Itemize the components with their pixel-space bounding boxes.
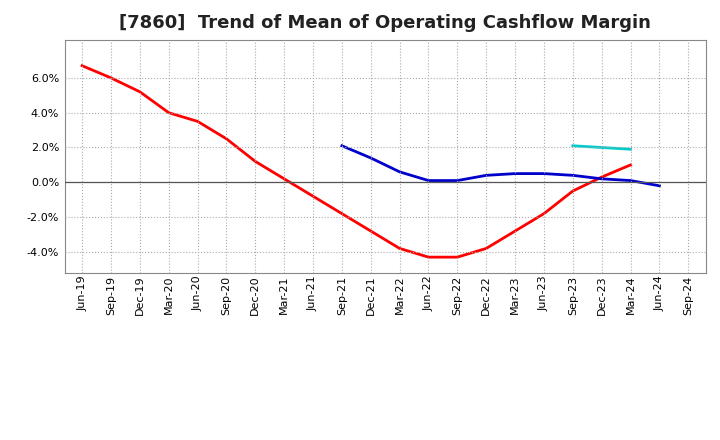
3 Years (539, 211, 548, 216)
5 Years (338, 143, 346, 148)
7 Years (626, 147, 635, 152)
Line: 7 Years: 7 Years (573, 146, 631, 149)
3 Years (280, 176, 289, 181)
3 Years (107, 75, 115, 81)
3 Years (78, 63, 86, 68)
3 Years (251, 159, 260, 164)
3 Years (309, 194, 318, 199)
3 Years (164, 110, 173, 115)
3 Years (453, 254, 462, 260)
3 Years (135, 89, 144, 95)
5 Years (395, 169, 404, 175)
3 Years (482, 246, 490, 251)
3 Years (598, 174, 606, 180)
3 Years (424, 254, 433, 260)
7 Years (569, 143, 577, 148)
3 Years (626, 162, 635, 168)
3 Years (222, 136, 231, 141)
5 Years (424, 178, 433, 183)
7 Years (598, 145, 606, 150)
3 Years (366, 228, 375, 234)
5 Years (482, 173, 490, 178)
5 Years (598, 176, 606, 181)
3 Years (395, 246, 404, 251)
5 Years (453, 178, 462, 183)
3 Years (338, 211, 346, 216)
5 Years (569, 173, 577, 178)
Title: [7860]  Trend of Mean of Operating Cashflow Margin: [7860] Trend of Mean of Operating Cashfl… (120, 15, 651, 33)
5 Years (626, 178, 635, 183)
5 Years (366, 155, 375, 161)
5 Years (539, 171, 548, 176)
Line: 3 Years: 3 Years (82, 66, 631, 257)
3 Years (193, 119, 202, 124)
3 Years (510, 228, 519, 234)
5 Years (655, 183, 664, 188)
5 Years (510, 171, 519, 176)
3 Years (569, 188, 577, 194)
Line: 5 Years: 5 Years (342, 146, 660, 186)
